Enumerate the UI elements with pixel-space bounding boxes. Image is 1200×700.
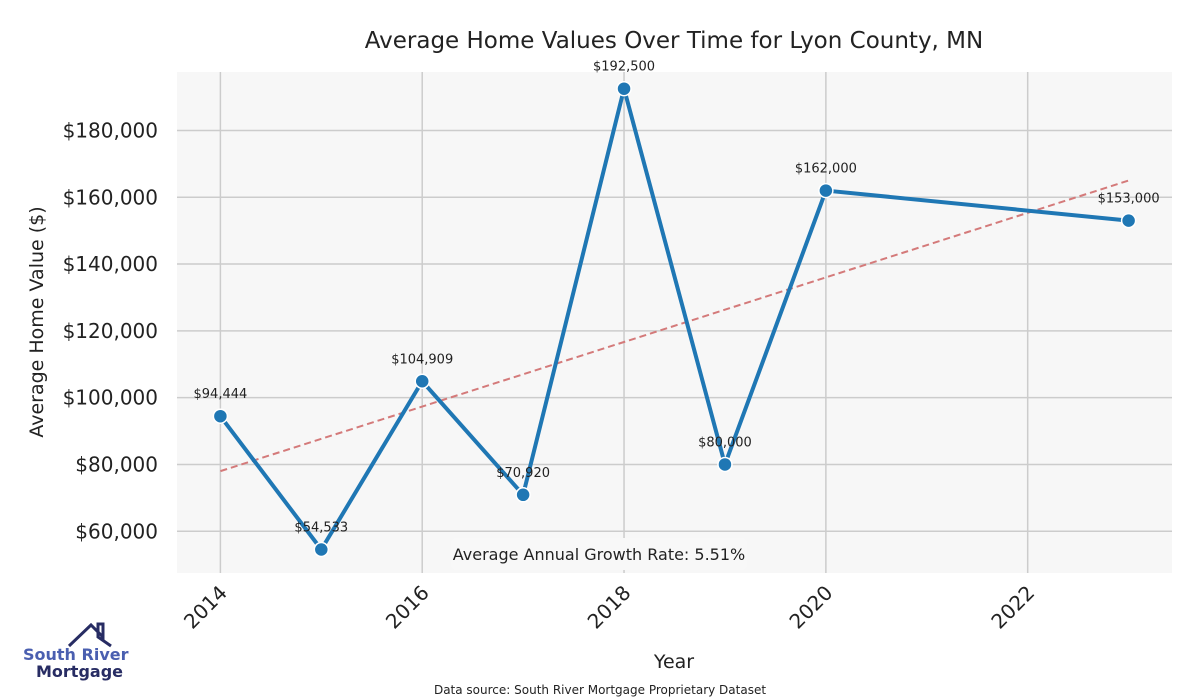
data-label: $70,920 [496, 466, 550, 481]
y-tick-label: $180,000 [63, 118, 158, 142]
y-tick-label: $160,000 [63, 185, 158, 209]
growth-rate-annotation: Average Annual Growth Rate: 5.51% [453, 545, 745, 564]
x-tick-label: 2018 [583, 581, 636, 634]
y-tick-label: $80,000 [75, 452, 158, 476]
annotation-box [451, 538, 747, 570]
y-tick-label: $120,000 [63, 319, 158, 343]
x-tick-label: 2020 [784, 581, 837, 634]
plot-area [177, 72, 1172, 573]
x-tick-label: 2016 [381, 581, 434, 634]
y-tick-label: $60,000 [75, 519, 158, 543]
data-label: $54,533 [294, 521, 348, 536]
data-label: $104,909 [391, 352, 453, 367]
y-tick-label: $140,000 [63, 252, 158, 276]
data-point [1120, 212, 1137, 229]
logo-line1: South River [23, 645, 129, 664]
data-point [717, 456, 733, 473]
data-label: $94,444 [194, 387, 248, 402]
data-point [414, 373, 430, 390]
company-logo: South River Mortgage [23, 622, 129, 681]
data-label: $192,500 [593, 60, 655, 75]
trend-line [220, 179, 1129, 473]
data-point [212, 408, 229, 424]
series-line [218, 86, 1129, 552]
data-point [616, 80, 632, 97]
x-tick-label: 2022 [986, 581, 1039, 634]
data-label: $80,000 [698, 435, 752, 450]
data-point [313, 541, 330, 558]
data-label: $162,000 [795, 162, 857, 177]
house-icon [67, 622, 112, 648]
data-point [515, 487, 531, 503]
data-label: $153,000 [1098, 192, 1160, 207]
y-axis-label: Average Home Value ($) [26, 206, 48, 437]
data-point [818, 182, 834, 199]
logo-line2: Mortgage [36, 662, 123, 681]
x-tick-label: 2014 [179, 581, 232, 634]
data-source: Data source: South River Mortgage Propri… [434, 683, 766, 697]
y-tick-label: $100,000 [63, 386, 158, 410]
x-axis-label: Year [653, 651, 694, 673]
chart-title: Average Home Values Over Time for Lyon C… [365, 28, 983, 54]
